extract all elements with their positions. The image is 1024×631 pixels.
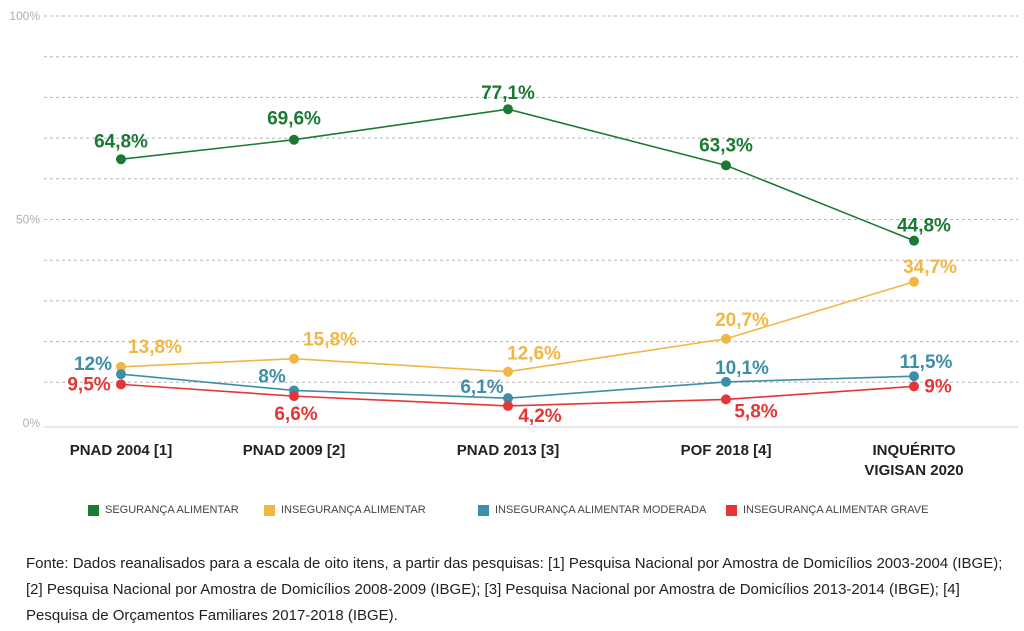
- data-label: 34,7%: [903, 257, 957, 278]
- data-point: [289, 134, 299, 145]
- data-label: 9,5%: [67, 374, 110, 395]
- x-tick-label: PNAD 2004 [1]: [70, 442, 173, 459]
- data-label: 44,8%: [897, 216, 951, 237]
- data-label: 77,1%: [481, 83, 535, 104]
- data-label: 63,3%: [699, 135, 753, 156]
- data-point: [721, 394, 731, 405]
- legend-swatch: [478, 504, 489, 516]
- data-label: 13,8%: [128, 337, 182, 358]
- x-tick-label: PNAD 2009 [2]: [243, 442, 346, 459]
- data-label: 11,5%: [900, 352, 953, 373]
- data-label: 6,6%: [274, 404, 317, 425]
- legend-label: INSEGURANÇA ALIMENTAR GRAVE: [743, 504, 929, 516]
- data-point: [909, 371, 919, 382]
- data-point: [289, 391, 299, 402]
- x-tick-label: POF 2018 [4]: [681, 442, 772, 459]
- source-note: Fonte: Dados reanalisados para a escala …: [26, 555, 1003, 624]
- y-tick-label: 100%: [9, 9, 40, 23]
- data-label: 8%: [258, 366, 286, 387]
- data-point: [721, 160, 731, 171]
- data-label: 12%: [74, 354, 112, 375]
- data-point: [503, 366, 513, 377]
- data-point: [116, 154, 126, 165]
- data-point: [116, 379, 126, 390]
- legend-label: INSEGURANÇA ALIMENTAR: [281, 504, 426, 516]
- data-point: [503, 393, 513, 404]
- data-label: 15,8%: [303, 330, 357, 351]
- data-label: 4,2%: [518, 406, 561, 427]
- legend-item: INSEGURANÇA ALIMENTAR: [264, 504, 426, 516]
- data-label: 64,8%: [94, 131, 148, 152]
- data-point: [721, 376, 731, 387]
- data-point: [721, 333, 731, 344]
- data-point: [116, 361, 126, 372]
- data-point: [503, 104, 513, 115]
- data-label: 6,1%: [460, 377, 503, 398]
- line-chart: 0% 50% 100% PNAD 2004 [1] PNAD 2009 [2] PNAD …: [9, 9, 1018, 479]
- x-tick-label: INQUÉRITO VIGISAN 2020: [864, 442, 963, 479]
- series-line: [120, 108, 915, 242]
- legend-swatch: [264, 504, 275, 516]
- legend-swatch: [88, 504, 99, 516]
- data-label: 69,6%: [267, 109, 321, 130]
- data-point: [116, 369, 126, 380]
- legend-swatch: [726, 504, 737, 516]
- y-tick-label: 0%: [23, 416, 41, 430]
- legend: SEGURANÇA ALIMENTAR INSEGURANÇA ALIMENTAR…: [0, 504, 1024, 524]
- series-line: [120, 383, 915, 407]
- data-point: [909, 276, 919, 287]
- data-label: 5,8%: [734, 401, 777, 422]
- data-point: [909, 381, 919, 392]
- data-label: 12,6%: [507, 344, 561, 365]
- data-label: 10,1%: [715, 358, 769, 379]
- data-label: 9%: [924, 376, 952, 397]
- y-tick-label: 50%: [16, 213, 40, 227]
- data-point: [503, 400, 513, 411]
- legend-item: INSEGURANÇA ALIMENTAR MODERADA: [478, 504, 706, 516]
- data-point: [909, 235, 919, 246]
- data-point: [289, 353, 299, 364]
- x-tick-label: PNAD 2013 [3]: [457, 442, 560, 459]
- data-label: 20,7%: [715, 310, 769, 331]
- legend-label: SEGURANÇA ALIMENTAR: [105, 504, 239, 516]
- legend-item: INSEGURANÇA ALIMENTAR GRAVE: [726, 504, 928, 516]
- legend-label: INSEGURANÇA ALIMENTAR MODERADA: [495, 504, 707, 516]
- legend-item: SEGURANÇA ALIMENTAR: [88, 504, 239, 516]
